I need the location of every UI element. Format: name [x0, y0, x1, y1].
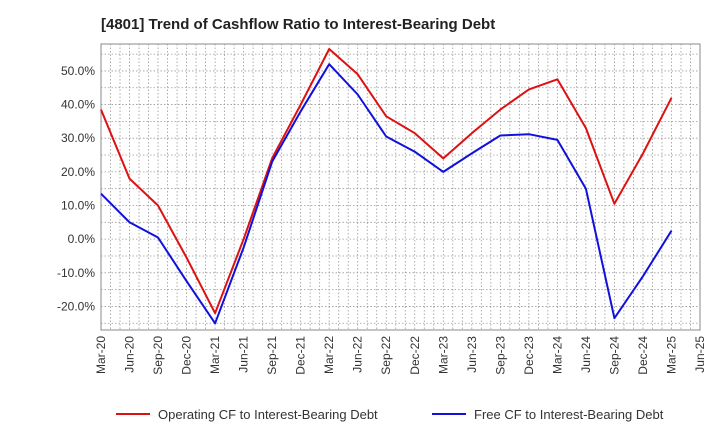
x-tick-label: Jun-23 [465, 336, 479, 373]
x-tick-label: Dec-21 [294, 336, 308, 375]
x-tick-label: Jun-24 [579, 336, 593, 373]
legend-item-free-cf: Free CF to Interest-Bearing Debt [432, 404, 663, 424]
y-tick-label: 20.0% [61, 165, 95, 179]
x-axis-tick-labels: Mar-20 Jun-20 Sep-20 Dec-20 Mar-21 Jun-21 Sep-… [94, 336, 707, 375]
series-line-operating-cf [100, 48, 673, 315]
x-tick-label: Mar-20 [94, 336, 108, 374]
y-tick-label: -20.0% [57, 299, 95, 313]
legend-label-operating-cf: Operating CF to Interest-Bearing Debt [158, 406, 378, 422]
series-line-free-cf [100, 63, 673, 325]
x-tick-label: Mar-21 [208, 336, 222, 374]
legend-label-free-cf: Free CF to Interest-Bearing Debt [474, 406, 664, 422]
legend-swatch-operating-cf [116, 413, 150, 415]
x-tick-label: Mar-24 [550, 336, 564, 374]
y-tick-label: 50.0% [61, 64, 95, 78]
x-tick-label: Sep-20 [151, 336, 165, 375]
x-tick-label: Dec-20 [180, 336, 194, 375]
x-tick-label: Mar-22 [322, 336, 336, 374]
x-tick-label: Jun-20 [123, 336, 137, 373]
x-tick-label: Sep-21 [265, 336, 279, 375]
y-tick-label: -10.0% [57, 266, 95, 280]
y-axis-tick-labels: 50.0% 40.0% 30.0% 20.0% 10.0% 0.0% -10.0% -20.0… [57, 64, 95, 314]
y-tick-label: 10.0% [61, 199, 95, 213]
y-tick-label: 30.0% [61, 131, 95, 145]
x-tick-label: Jun-22 [351, 336, 365, 373]
grid-lines [101, 44, 700, 330]
y-tick-label: 40.0% [61, 98, 95, 112]
x-tick-label: Sep-22 [379, 336, 393, 375]
x-tick-label: Sep-24 [607, 336, 621, 375]
x-tick-label: Sep-23 [493, 336, 507, 375]
x-tick-label: Dec-22 [408, 336, 422, 375]
x-tick-label: Jun-21 [237, 336, 251, 373]
x-tick-label: Dec-23 [522, 336, 536, 375]
chart-title: [4801] Trend of Cashflow Ratio to Intere… [101, 16, 496, 33]
x-tick-label: Mar-23 [436, 336, 450, 374]
y-tick-label: 0.0% [68, 232, 96, 246]
plot-area [100, 43, 701, 331]
legend-swatch-free-cf [432, 413, 466, 415]
x-tick-label: Jun-25 [693, 336, 707, 373]
series-lines [100, 48, 673, 325]
x-tick-label: Dec-24 [636, 336, 650, 375]
legend-item-operating-cf: Operating CF to Interest-Bearing Debt [116, 404, 378, 424]
x-tick-label: Mar-25 [664, 336, 678, 374]
